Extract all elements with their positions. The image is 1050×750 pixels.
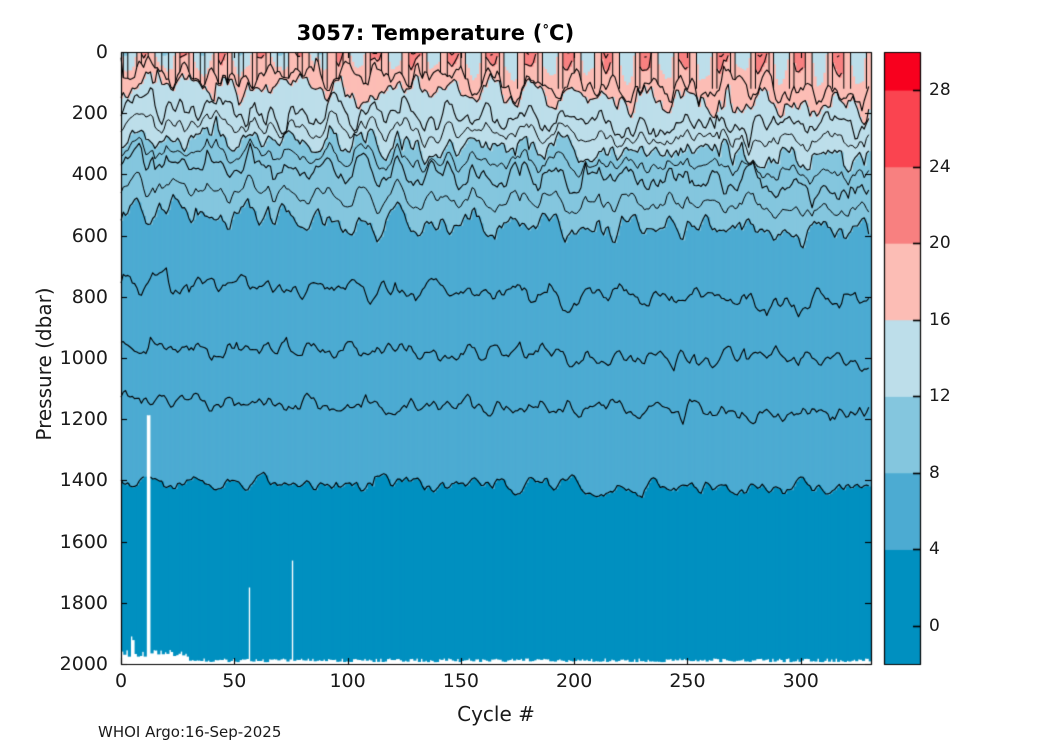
x-tick-label: 250	[669, 670, 706, 692]
y-tick-label: 1200	[59, 408, 108, 431]
x-tick-label: 100	[329, 670, 366, 692]
x-tick-label: 200	[556, 670, 593, 692]
title-text: 3057: Temperature (	[296, 21, 543, 45]
y-tick-label: 1800	[59, 591, 108, 614]
y-tick-label: 200	[71, 102, 108, 125]
colorbar-tick-label: 12	[929, 386, 951, 407]
colorbar-tick-label: 20	[929, 233, 951, 254]
x-axis-label: Cycle #	[457, 702, 535, 726]
y-tick-label: 1600	[59, 530, 108, 553]
y-tick-label: 400	[71, 163, 108, 186]
colorbar-tick-label: 0	[929, 615, 940, 636]
y-tick-label: 800	[71, 285, 108, 308]
colorbar-tick-label: 4	[929, 539, 940, 560]
colorbar-tick-label: 28	[929, 80, 951, 101]
y-tick-label: 1000	[59, 347, 108, 369]
degree-symbol: °	[542, 23, 550, 38]
colorbar-tick-label: 8	[929, 462, 940, 483]
y-tick-label: 1400	[59, 469, 108, 492]
colorbar-tick-label: 16	[929, 309, 951, 330]
x-tick-label: 50	[222, 670, 247, 692]
y-tick-label: 0	[95, 41, 108, 63]
y-tick-label: 2000	[59, 653, 108, 675]
x-tick-label: 150	[442, 670, 480, 692]
source-credit: WHOI Argo:16-Sep-2025	[98, 723, 282, 741]
x-tick-label: 0	[114, 670, 128, 692]
colorbar-tick-label: 24	[929, 156, 951, 177]
y-tick-label: 600	[71, 224, 108, 247]
page-title: 3057: Temperature (°C)	[0, 21, 871, 45]
title-units: C)	[549, 21, 575, 45]
x-tick-label: 300	[782, 670, 819, 692]
